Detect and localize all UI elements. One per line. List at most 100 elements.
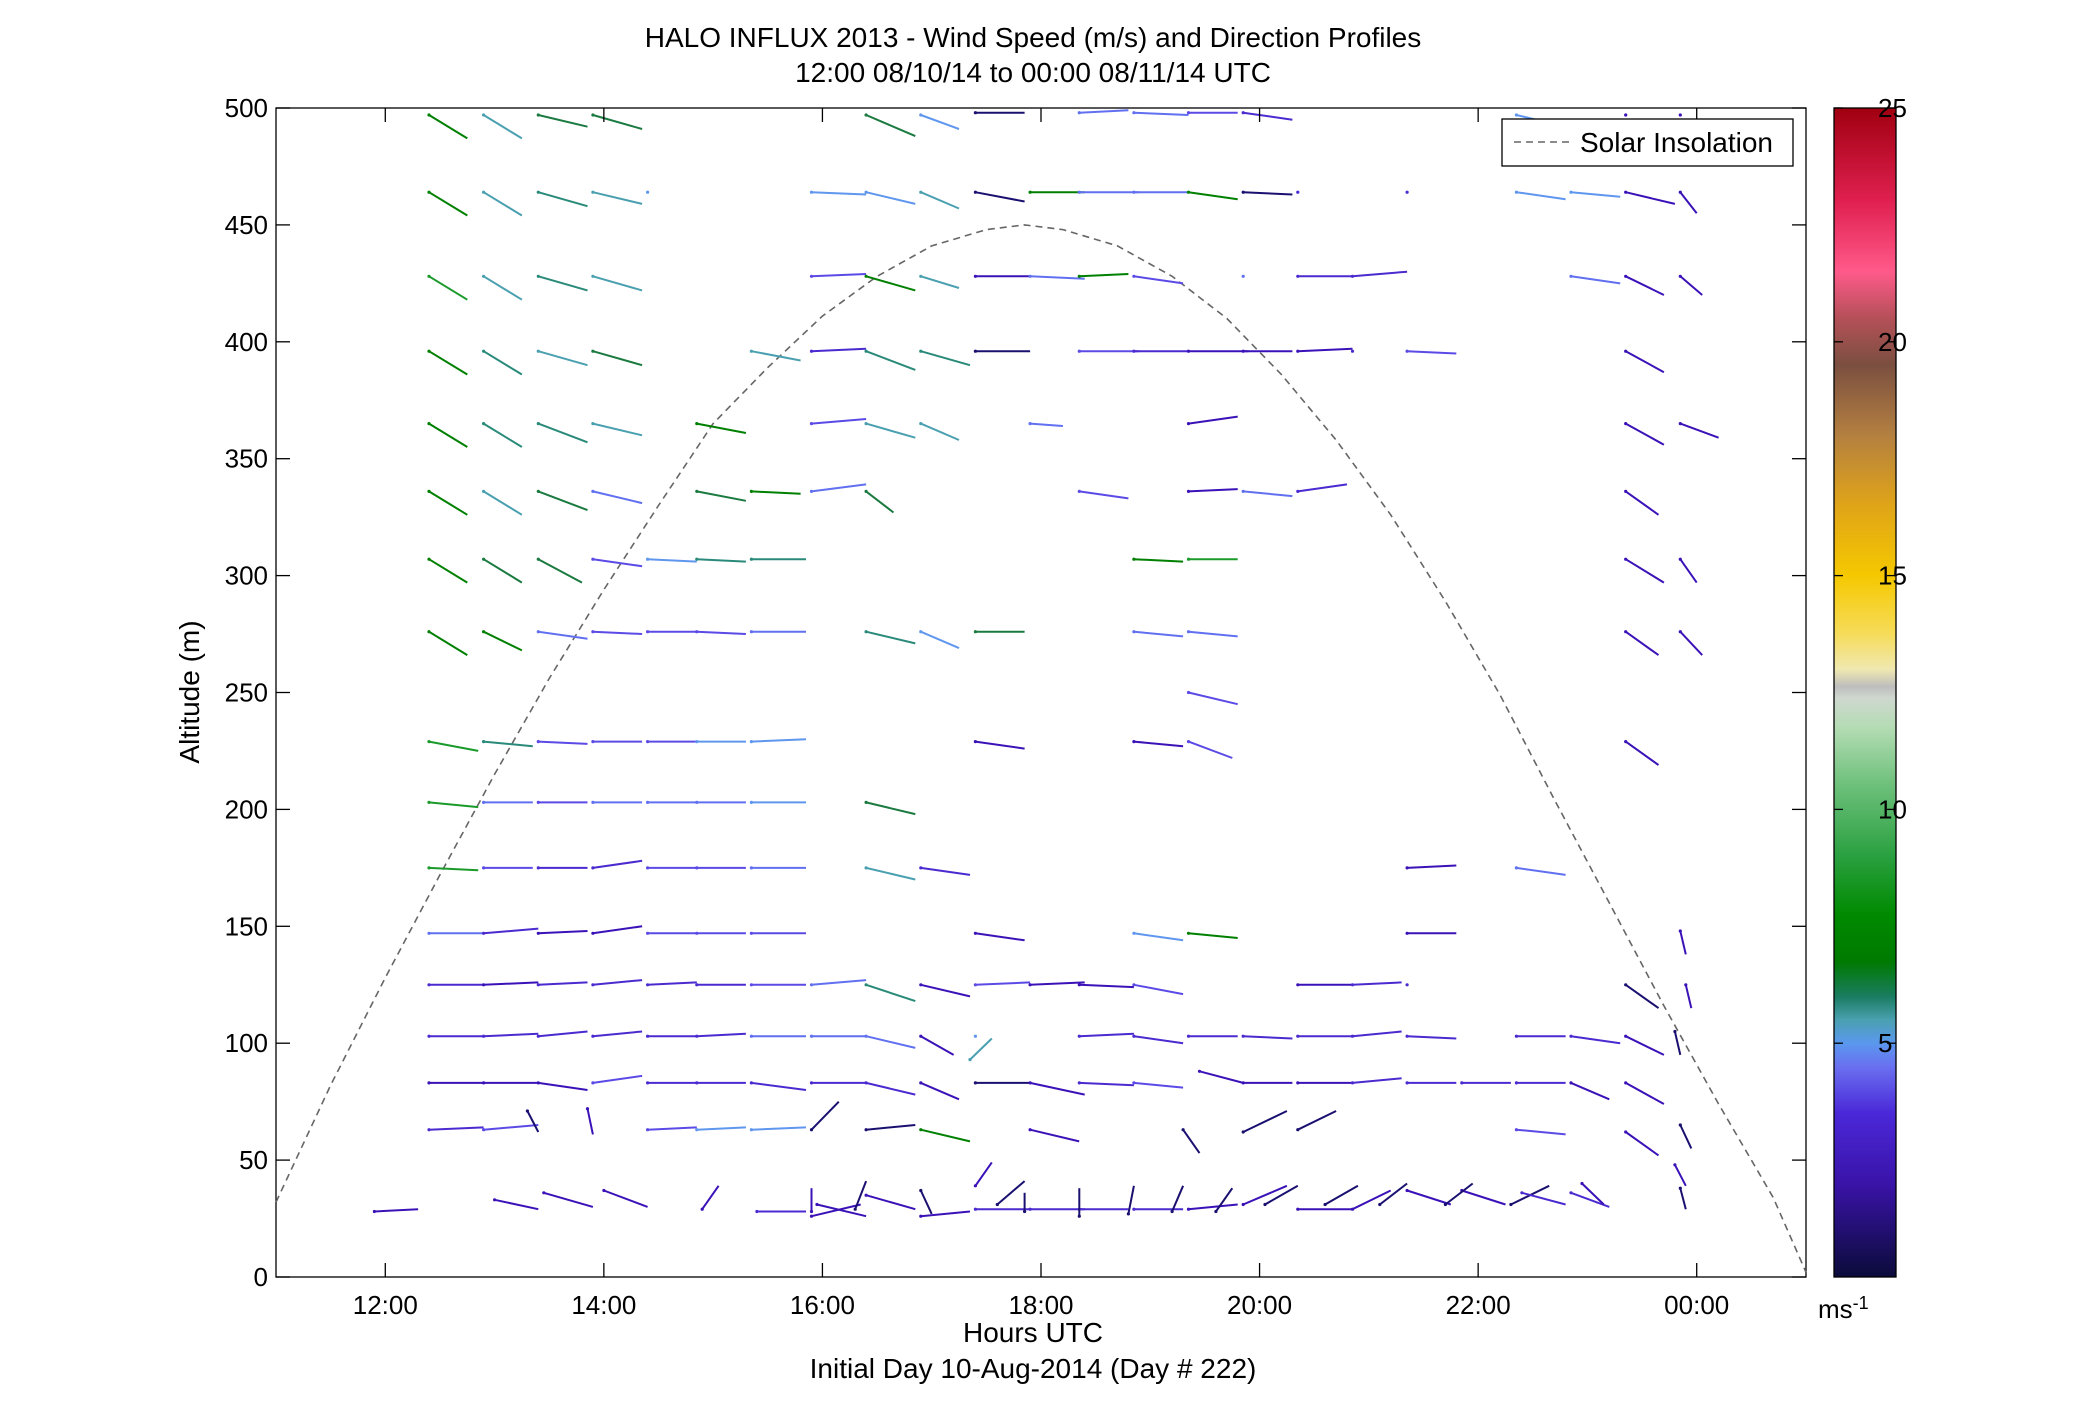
wind-barb-origin [1514, 190, 1518, 194]
wind-barb-origin [809, 489, 814, 493]
wind-barb-origin [1405, 349, 1409, 353]
wind-barb-origin [864, 489, 868, 493]
wind-barb [1352, 1030, 1402, 1038]
wind-barb-origin [1186, 422, 1191, 426]
wind-barb-origin [1350, 1207, 1355, 1211]
wind-barb [975, 740, 1025, 750]
y-tick-label: 50 [239, 1145, 268, 1175]
wind-barb-origin [1186, 1207, 1191, 1211]
wind-barb [1521, 1191, 1566, 1206]
wind-barb-origin [536, 740, 540, 744]
wind-barb-origin [1405, 1034, 1409, 1038]
wind-barb [1133, 983, 1184, 996]
wind-barb-origin [482, 190, 486, 194]
wind-barb [1679, 1187, 1687, 1210]
x-axis: 12:00 14:00 16:00 18:00 20:00 22:00 00:00 [353, 108, 1729, 1320]
wind-barb-origin [1569, 1081, 1573, 1085]
wind-barb-origin [864, 274, 868, 278]
wind-barb-origin [1624, 983, 1628, 987]
wind-barb-origin [1514, 1128, 1518, 1132]
wind-barb [751, 350, 801, 362]
wind-barb-origin [973, 111, 978, 115]
wind-barb [526, 1110, 540, 1133]
wind-barb [1297, 347, 1353, 353]
wind-barb-origin [482, 349, 486, 353]
x-axis-label: Hours UTC [963, 1317, 1103, 1348]
colorbar-unit: ms [1818, 1294, 1853, 1324]
wind-barb [751, 738, 807, 743]
wind-barb-origin [1569, 1034, 1573, 1038]
wind-barb-origin [1028, 1081, 1032, 1085]
wind-barb-origin [809, 422, 814, 426]
wind-barb [996, 1180, 1026, 1206]
y-tick-label: 100 [225, 1028, 268, 1058]
wind-barb-origin [1514, 1081, 1518, 1085]
wind-barb [538, 191, 588, 208]
wind-barb-origin [1350, 349, 1355, 353]
wind-barb [537, 558, 583, 584]
wind-barb [647, 1126, 697, 1131]
wind-barb-origin [1077, 1214, 1081, 1218]
wind-barb-origin [1186, 349, 1191, 353]
wind-barb [1079, 109, 1129, 114]
wind-barb-origin [591, 630, 595, 634]
wind-barb-origin [1028, 1128, 1032, 1132]
wind-barb [865, 1194, 916, 1211]
wind-barb [592, 630, 643, 635]
wind-barb-origin [1186, 489, 1191, 493]
wind-barb [1352, 1077, 1402, 1084]
wind-barb-origin [482, 1081, 486, 1085]
wind-barb [1188, 740, 1233, 759]
wind-barb [811, 1203, 861, 1218]
wind-barb-origin [536, 800, 540, 805]
wind-barb [865, 422, 916, 439]
wind-barb-origin [427, 422, 431, 426]
wind-barb-origin [427, 630, 431, 634]
wind-barb-origin [1028, 422, 1032, 426]
wind-barb [483, 558, 523, 584]
chart-title-line2: 12:00 08/10/14 to 00:00 08/11/14 UTC [795, 57, 1271, 88]
wind-barb [1215, 1187, 1234, 1213]
wind-barb-origin [1186, 690, 1191, 695]
wind-barb [1673, 1031, 1682, 1056]
wind-barb-origin [482, 983, 486, 987]
wind-barb [854, 1180, 868, 1210]
wind-barb-origin [536, 866, 540, 870]
wind-barb-origin [591, 113, 595, 117]
wind-barb-origin [809, 274, 814, 278]
wind-barb-origin [1678, 557, 1682, 561]
wind-barb [810, 1101, 840, 1131]
wind-barb [647, 981, 697, 986]
wind-barb-origin [591, 800, 595, 805]
wind-barb [865, 114, 916, 138]
wind-barb-origin [1241, 1130, 1245, 1134]
colorbar-unit-label: ms-1 [1818, 1293, 1869, 1324]
wind-barbs [372, 109, 1719, 1218]
wind-barb-origin [1405, 1081, 1409, 1085]
wind-barb-origin [427, 113, 431, 117]
wind-barb-origin [1350, 983, 1355, 987]
wind-barb-origin [1077, 274, 1081, 278]
wind-barb [538, 930, 588, 935]
wind-barb [592, 422, 643, 437]
wind-barb-origin [809, 1034, 814, 1038]
wind-barb [1188, 932, 1238, 939]
wind-barb [592, 350, 643, 367]
wind-barb-origin [646, 557, 650, 561]
wind-barb [494, 1198, 539, 1211]
wind-barb-origin [1132, 1034, 1136, 1038]
wind-barb-origin [919, 630, 923, 634]
wind-barb-origin [427, 866, 431, 870]
wind-barb-origin [1569, 190, 1573, 194]
y-tick-label: 300 [225, 561, 268, 591]
wind-barb [1406, 1189, 1452, 1206]
wind-barb-origin [591, 190, 595, 194]
wind-barb-origin [591, 1034, 595, 1038]
wind-barb-origin [1678, 1123, 1682, 1127]
wind-barb [1133, 630, 1184, 638]
wind-barb-origin [1624, 489, 1628, 493]
wind-barb [696, 422, 747, 434]
wind-barb [592, 490, 643, 505]
colorbar-tick-label: 15 [1878, 561, 1907, 591]
wind-barb [537, 490, 588, 512]
